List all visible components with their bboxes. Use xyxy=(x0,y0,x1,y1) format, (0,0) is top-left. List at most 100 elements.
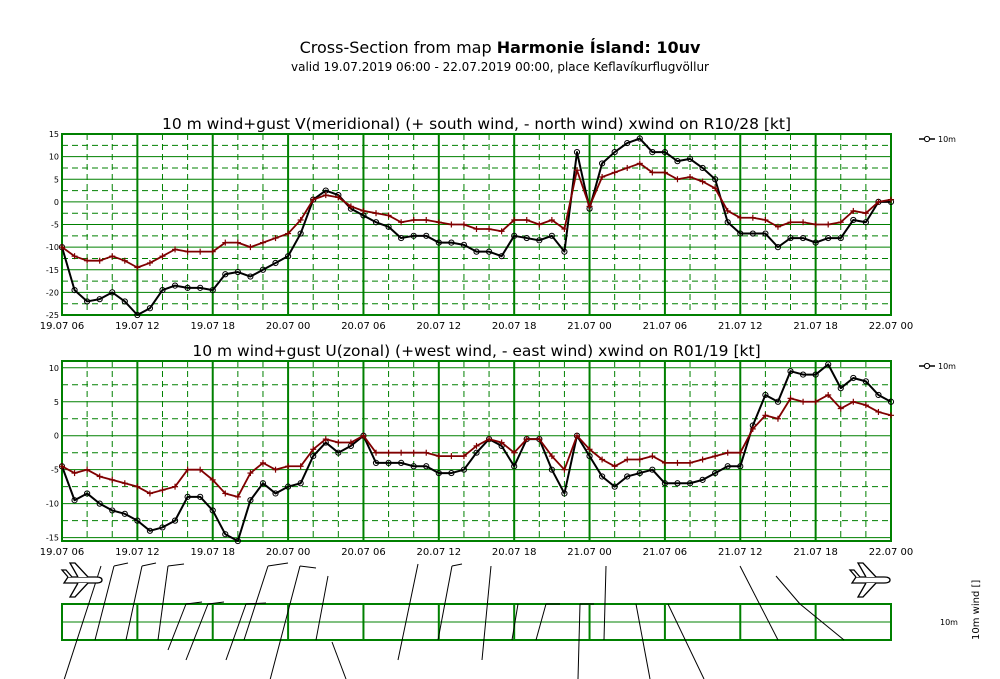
mean-point xyxy=(435,469,442,477)
y-tick-label: 5 xyxy=(54,398,59,407)
x-tick-label: 22.07 00 xyxy=(869,547,914,558)
gust-point xyxy=(536,436,543,443)
wind-barb xyxy=(315,575,329,641)
gust-point xyxy=(234,239,241,246)
airplane-tail xyxy=(60,569,73,578)
y-tick-label: -10 xyxy=(46,243,59,252)
mean-point xyxy=(661,149,669,156)
mean-point xyxy=(197,284,204,291)
mean-point xyxy=(473,248,480,255)
y-tick-label: 0 xyxy=(54,432,59,441)
gust-point xyxy=(837,219,844,226)
x-tick-label: 19.07 06 xyxy=(40,321,85,332)
mean-point xyxy=(234,268,241,276)
mean-point xyxy=(837,385,844,392)
gust-point xyxy=(800,219,807,226)
gust-point xyxy=(322,192,329,199)
gust-point xyxy=(561,466,568,473)
wind-barb xyxy=(225,602,267,661)
mean-point xyxy=(737,230,744,237)
gust-point xyxy=(712,453,719,460)
x-tick-label: 20.07 12 xyxy=(417,321,462,332)
gust-point xyxy=(310,196,317,203)
mean-point xyxy=(234,537,241,545)
mean-point xyxy=(812,239,819,246)
gust-point xyxy=(423,216,430,223)
wind-barb xyxy=(167,601,203,651)
mean-point xyxy=(222,271,229,278)
x-tick-label: 21.07 18 xyxy=(793,321,838,332)
wind-barb xyxy=(331,641,347,679)
airplane-body xyxy=(850,576,891,584)
gust-point xyxy=(523,436,530,443)
mean-point xyxy=(71,287,78,294)
x-tick-label: 20.07 06 xyxy=(341,321,386,332)
wind-barb-staff xyxy=(635,603,651,679)
mean-point xyxy=(84,490,91,497)
wind-barb-staff xyxy=(775,575,801,605)
mean-point xyxy=(850,374,857,382)
wind-barb-panel: 10m 10m wind [] xyxy=(60,562,982,679)
gust-point xyxy=(812,221,819,228)
wind-barb-staff xyxy=(799,603,845,641)
mean-point xyxy=(259,480,267,487)
mean-point xyxy=(875,391,882,399)
mean-point xyxy=(862,378,869,385)
gust-point xyxy=(285,463,292,470)
gust-point xyxy=(749,425,756,432)
gust-point xyxy=(548,216,555,223)
mean-point xyxy=(599,473,606,480)
mean-point xyxy=(624,139,631,147)
mean-point xyxy=(674,480,681,487)
wind-barb-staff xyxy=(577,603,581,679)
legend-marker xyxy=(923,135,931,143)
gust-point xyxy=(435,453,442,460)
mean-point xyxy=(737,463,744,470)
gust-point xyxy=(599,173,606,180)
x-tick-label: 22.07 00 xyxy=(869,321,914,332)
mean-point xyxy=(586,452,593,460)
y-tick-label: -5 xyxy=(51,466,59,475)
mean-point xyxy=(222,531,229,538)
gust-point xyxy=(724,207,731,214)
wind-barb-flag xyxy=(267,562,289,567)
airplane-body xyxy=(62,576,103,584)
zonal-wind-panel: 10 m wind+gust U(zonal) (+west wind, - e… xyxy=(40,342,956,558)
mean-point xyxy=(121,510,128,517)
gust-point xyxy=(134,483,141,490)
x-tick-label: 21.07 18 xyxy=(793,547,838,558)
gust-point xyxy=(762,216,769,223)
mean-point xyxy=(749,230,756,237)
mean-point xyxy=(335,449,342,456)
y-tick-label: 5 xyxy=(54,175,59,184)
panel-title: 10 m wind+gust V(meridional) (+ south wi… xyxy=(162,115,791,133)
x-tick-label: 20.07 12 xyxy=(417,547,462,558)
wind-barb-staff xyxy=(315,575,329,641)
gust-point xyxy=(285,230,292,237)
mean-point xyxy=(410,463,417,470)
mean-point xyxy=(485,248,493,255)
gust-point xyxy=(247,470,254,477)
gust-point xyxy=(460,221,467,228)
gust-point xyxy=(435,219,442,226)
gust-point xyxy=(624,164,631,171)
y-tick-label: -20 xyxy=(46,288,59,297)
plot-frame xyxy=(61,133,892,316)
mean-point xyxy=(297,230,304,237)
gust-point xyxy=(259,239,266,246)
gust-point xyxy=(373,449,380,456)
wind-barb xyxy=(667,603,705,679)
x-tick-label: 19.07 12 xyxy=(115,321,160,332)
gust-point xyxy=(322,436,329,443)
wind-barb-flag xyxy=(185,601,203,605)
gust-point xyxy=(511,216,518,223)
y-tick-label: -15 xyxy=(46,534,59,543)
mean-point xyxy=(774,244,782,251)
y-tick-label: 10 xyxy=(49,364,59,373)
gust-point xyxy=(71,470,78,477)
gust-point xyxy=(611,169,618,176)
gust-point xyxy=(410,216,417,223)
mean-point xyxy=(84,298,91,305)
gust-point xyxy=(661,169,668,176)
mean-point xyxy=(511,232,518,239)
